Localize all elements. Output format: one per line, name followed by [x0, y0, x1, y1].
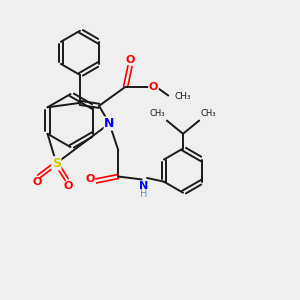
Text: O: O [149, 82, 158, 92]
Text: CH₃: CH₃ [174, 92, 191, 101]
Text: S: S [52, 157, 61, 170]
Text: O: O [33, 177, 42, 187]
Text: O: O [64, 181, 73, 191]
Text: N: N [139, 181, 148, 191]
Text: CH₃: CH₃ [150, 109, 165, 118]
Text: O: O [85, 174, 95, 184]
Text: CH₃: CH₃ [201, 109, 216, 118]
Text: N: N [104, 117, 115, 130]
Text: H: H [140, 189, 147, 199]
Text: O: O [125, 55, 135, 65]
